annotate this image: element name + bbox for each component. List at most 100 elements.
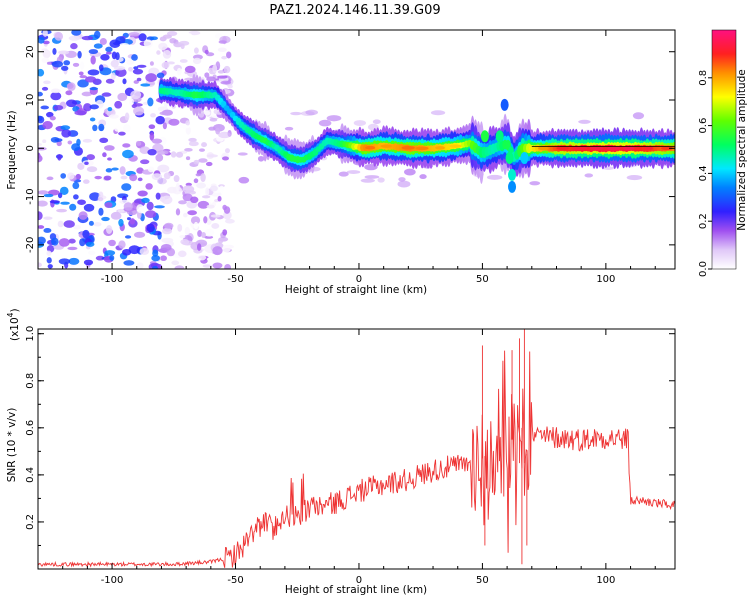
turbulence-blob [508,180,517,193]
noise-blob [105,51,112,55]
noise-blob [110,59,119,68]
noise-blob [140,83,151,87]
snr-series-line [38,350,675,568]
snr-xtick-label: 50 [476,575,489,586]
noise-blob [145,73,157,83]
noise-blob [60,201,70,205]
sidelobe-blob [346,170,361,174]
noise-blob [170,151,177,158]
noise-blob [119,43,129,47]
sidelobe-blob [584,173,594,178]
noise-blob [124,235,132,239]
noise-blob [43,80,51,85]
snr-ytick-label: 1.0 [25,326,36,342]
noise-blob [133,66,139,70]
noise-blob [137,177,143,182]
figure-title: PAZ1.2024.146.11.39.G09 [269,3,440,18]
noise-blob [198,148,205,152]
sidelobe-blob [318,119,332,127]
noise-blob [38,142,43,147]
noise-blob [92,124,98,132]
noise-blob [221,55,228,60]
noise-blob [72,62,80,67]
noise-blob [150,113,156,118]
noise-blob [41,57,50,63]
noise-blob [69,203,77,211]
noise-blob [128,32,140,37]
turbulence-blob [495,130,504,143]
noise-blob [42,49,51,59]
scale-label-close: ) [9,308,21,312]
noise-blob [147,149,157,156]
noise-blob [60,173,67,179]
noise-blob [188,137,197,142]
noise-blob [134,200,142,204]
noise-blob [61,65,69,71]
noise-blob [179,234,186,239]
noise-blob [77,79,89,88]
ridge-hotspot [556,146,570,151]
sidelobe-blob [430,110,446,116]
snr-frame [37,328,676,570]
noise-blob [200,173,206,183]
noise-blob [67,246,78,251]
noise-blob [156,50,161,55]
noise-blob [107,157,112,161]
noise-blob [97,197,104,202]
noise-blob [49,200,60,204]
noise-blob [110,211,122,220]
noise-blob [185,126,191,135]
noise-blob [98,64,104,72]
noise-blob [65,99,78,108]
noise-blob [184,65,196,74]
noise-blob [46,250,52,256]
noise-blob [218,40,227,44]
spectrogram-marks [38,30,675,269]
noise-blob [38,154,43,163]
noise-blob [49,116,56,121]
noise-blob [108,239,116,247]
noise-blob [157,164,170,173]
noise-blob [104,250,116,256]
noise-blob [133,106,145,116]
snr-xtick-label: 0 [356,575,362,586]
noise-blob [114,100,123,109]
noise-blob [58,258,71,265]
snr-ytick-label: 0.8 [25,373,36,389]
spectrogram-xlabel: Height of straight line (km) [285,284,427,296]
noise-blob [203,216,208,224]
noise-blob [137,190,148,197]
spec-xtick-label: 0 [356,274,362,285]
noise-blob [71,143,81,152]
noise-blob [84,76,97,83]
noise-blob [57,220,64,228]
sidelobe-blob [257,155,265,162]
noise-blob [182,185,195,193]
noise-blob [152,249,159,257]
noise-blob [173,175,180,183]
noise-blob [136,167,144,174]
turbulence-blob [500,98,509,111]
noise-blob [155,153,164,162]
noise-blob [185,182,192,187]
sidelobe-blob [398,177,406,182]
noise-blob [222,229,228,236]
noise-blob [51,237,59,246]
ridge-hotspot [415,146,429,151]
noise-blob [86,166,98,173]
noise-blob [43,216,53,220]
noise-blob [43,227,52,233]
colorbar-tick-label: 0.0 [698,261,709,277]
noise-blob [132,68,144,75]
noise-blob [215,127,221,135]
ridge-hotspot [572,146,588,151]
noise-blob [129,173,138,182]
ridge-hotspot [661,146,674,151]
sidelobe-blob [290,111,302,116]
noise-blob [63,60,71,66]
noise-blob [77,199,86,205]
noise-blob [113,65,126,71]
noise-blob [104,202,113,208]
noise-blob [56,140,62,147]
